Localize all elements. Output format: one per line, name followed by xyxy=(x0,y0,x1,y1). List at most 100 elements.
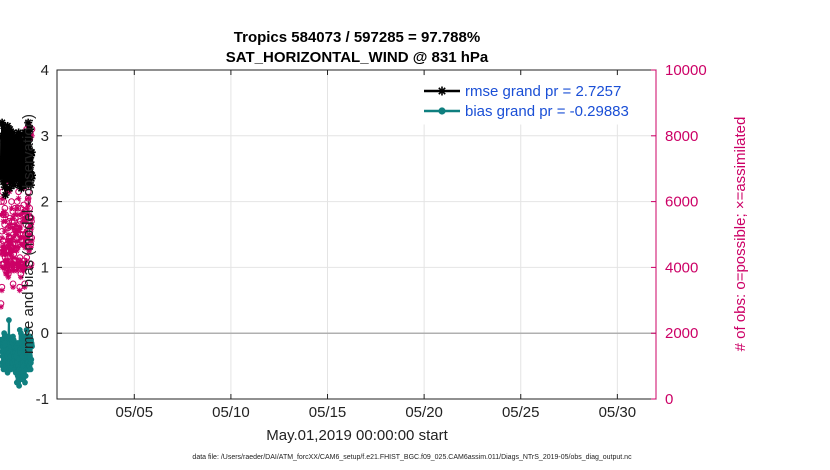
rmse-point-stroke-3 xyxy=(1,183,9,191)
obs-assimilated-point-stroke-3 xyxy=(5,271,10,277)
obs-possible-point xyxy=(25,188,32,196)
y-axis-left: -1 0 1 2 3 4 xyxy=(36,62,62,408)
y-right-tick-label: 4000 xyxy=(665,259,698,276)
obs-assimilated-point xyxy=(23,258,30,264)
obs-assimilated-point xyxy=(26,211,33,218)
obs-assimilated-point-stroke-3 xyxy=(2,212,8,218)
obs-assimilated-point xyxy=(21,284,28,290)
obs-assimilated-point-stroke-3 xyxy=(1,265,7,270)
obs-assimilated-point-stroke-3 xyxy=(13,238,19,244)
obs-assimilated-point xyxy=(0,304,4,310)
y-tick-label: 4 xyxy=(41,62,49,79)
obs-assimilated-point xyxy=(28,264,34,271)
obs-assimilated-point xyxy=(5,231,11,238)
obs-assimilated-point-stroke-3 xyxy=(7,261,13,267)
chart-title-line-1: Tropics 584073 / 597285 = 97.788% xyxy=(234,29,480,46)
obs-assimilated-point xyxy=(17,225,24,231)
obs-assimilated-point-stroke-3 xyxy=(1,245,6,251)
x-tick-label: 05/25 xyxy=(502,404,540,421)
bias-series xyxy=(0,317,35,389)
rmse-point-stroke-3 xyxy=(28,171,36,179)
obs-assimilated-point xyxy=(28,244,34,251)
rmse-point-stroke-3 xyxy=(21,175,29,182)
bias-point xyxy=(22,373,29,379)
obs-assimilated-point-stroke-3 xyxy=(18,225,23,231)
legend-bias-label: bias grand pr = -0.29883 xyxy=(465,103,629,120)
x-tick-label: 05/05 xyxy=(116,404,154,421)
bias-point xyxy=(23,327,30,333)
y-axis-right: 0 2000 4000 6000 8000 10000 xyxy=(651,62,707,408)
obs-assimilated-point-stroke-3 xyxy=(5,265,10,270)
obs-assimilated-point xyxy=(28,225,35,231)
y-right-tick-label: 0 xyxy=(665,391,673,408)
bias-point xyxy=(28,356,35,363)
obs-assimilated-point-stroke-3 xyxy=(21,261,27,267)
obs-count-series xyxy=(0,122,36,310)
bias-point xyxy=(6,317,12,323)
rmse-point-stroke-3 xyxy=(10,181,18,189)
obs-assimilated-point-stroke-3 xyxy=(0,288,5,293)
rmse-point xyxy=(27,148,36,157)
obs-assimilated-point-stroke-3 xyxy=(23,265,29,270)
obs-assimilated-point-stroke-3 xyxy=(27,212,33,218)
legend-rmse-marker-d2 xyxy=(438,87,446,95)
bias-point xyxy=(22,379,28,386)
obs-assimilated-point-stroke-3 xyxy=(1,209,7,214)
obs-assimilated-point-stroke-3 xyxy=(28,265,34,270)
obs-assimilated-point xyxy=(20,208,27,215)
rmse-point-stroke-3 xyxy=(26,168,34,176)
obs-assimilated-point xyxy=(22,215,29,221)
obs-assimilated-point-stroke-3 xyxy=(10,215,16,221)
obs-assimilated-point xyxy=(15,244,21,251)
legend-box xyxy=(417,75,651,125)
obs-assimilated-point xyxy=(23,264,29,271)
rmse-point-stroke-3 xyxy=(0,178,7,186)
obs-assimilated-point xyxy=(9,248,16,254)
x-axis: 05/05 05/10 05/15 05/20 05/25 05/30 xyxy=(116,70,636,421)
rmse-point-stroke-3 xyxy=(2,191,9,199)
legend: rmse grand pr = 2.7257 bias grand pr = -… xyxy=(417,75,651,125)
obs-assimilated-point xyxy=(5,274,12,281)
rmse-point xyxy=(26,161,35,170)
obs-assimilated-point-stroke-3 xyxy=(27,232,33,237)
obs-assimilated-point-stroke-3 xyxy=(24,258,30,264)
y-tick-label: -1 xyxy=(36,391,49,408)
rmse-point xyxy=(24,118,33,127)
obs-assimilated-point xyxy=(10,254,17,261)
obs-assimilated-point-stroke-3 xyxy=(21,209,27,214)
x-tick-label: 05/10 xyxy=(212,404,250,421)
y-tick-label: 3 xyxy=(41,128,49,145)
y-axis-label-left: rmse and bias (model - observation) xyxy=(20,114,37,354)
obs-assimilated-point xyxy=(25,195,32,202)
x-tick-label: 05/20 xyxy=(405,404,443,421)
obs-assimilated-point-stroke-3 xyxy=(25,202,31,208)
rmse-point xyxy=(24,135,33,144)
obs-assimilated-point xyxy=(8,238,14,244)
rmse-point xyxy=(28,171,36,180)
obs-assimilated-point-stroke-3 xyxy=(11,255,17,260)
obs-assimilated-point-stroke-3 xyxy=(25,205,31,211)
obs-assimilated-point xyxy=(0,287,5,294)
obs-assimilated-point-stroke-3 xyxy=(2,228,7,234)
x-axis-label: May.01,2019 00:00:00 start xyxy=(266,427,448,444)
rmse-point-stroke-3 xyxy=(27,162,35,169)
obs-assimilated-point-stroke-3 xyxy=(23,228,29,234)
obs-assimilated-point xyxy=(21,267,27,274)
obs-assimilated-point xyxy=(0,234,5,241)
y-tick-label: 1 xyxy=(41,259,49,276)
rmse-point xyxy=(1,191,10,200)
obs-assimilated-point-stroke-3 xyxy=(28,245,34,251)
obs-assimilated-point xyxy=(2,211,8,218)
rmse-point-stroke-3 xyxy=(9,129,17,136)
rmse-point xyxy=(6,151,15,160)
obs-assimilated-point-stroke-3 xyxy=(5,274,11,280)
obs-assimilated-point-stroke-3 xyxy=(10,248,15,254)
obs-assimilated-point-stroke-3 xyxy=(8,238,14,244)
obs-assimilated-point-stroke-3 xyxy=(14,205,20,211)
obs-assimilated-point xyxy=(28,221,35,228)
obs-assimilated-point xyxy=(15,195,22,202)
obs-assimilated-point-stroke-3 xyxy=(2,248,7,254)
obs-assimilated-point-stroke-3 xyxy=(0,212,4,217)
obs-assimilated-point xyxy=(18,274,24,281)
